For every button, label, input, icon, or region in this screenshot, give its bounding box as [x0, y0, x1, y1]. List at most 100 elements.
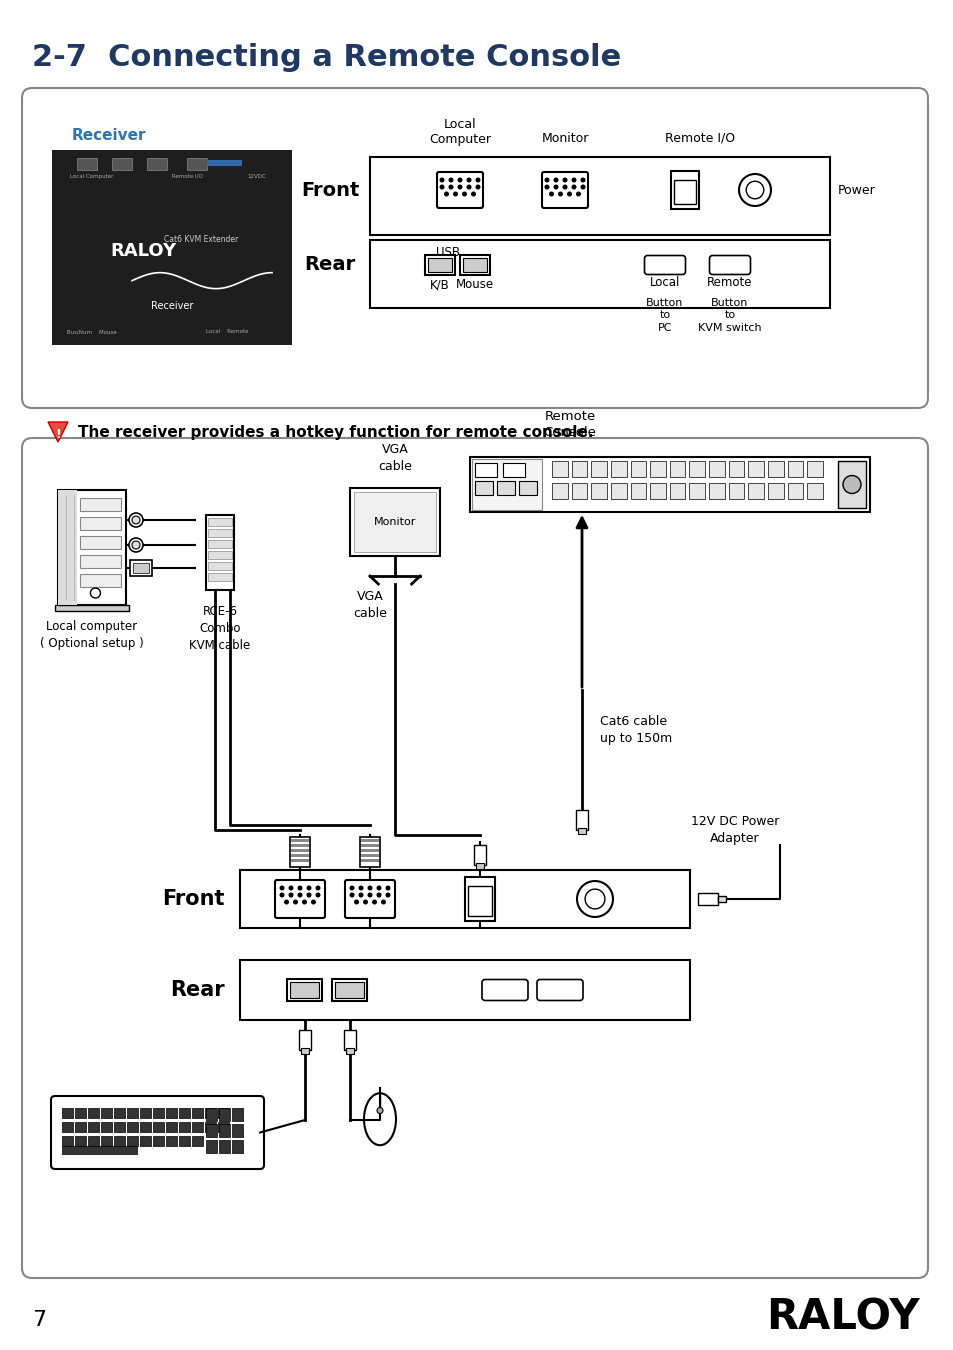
Text: Front: Front [162, 890, 225, 909]
Bar [208, 529, 232, 537]
Bar [669, 460, 685, 477]
Text: 12V DC Power
Adapter: 12V DC Power Adapter [690, 815, 779, 845]
Bar [179, 1135, 190, 1146]
Bar [370, 240, 829, 308]
Bar [218, 1122, 229, 1133]
Bar [708, 483, 724, 499]
Bar [80, 536, 120, 549]
FancyBboxPatch shape [709, 255, 750, 274]
Bar [346, 1048, 354, 1054]
Bar [673, 180, 696, 204]
Bar [354, 491, 436, 552]
Bar [113, 1135, 125, 1146]
Bar [75, 1108, 86, 1118]
Text: Local Computer: Local Computer [71, 174, 113, 180]
Bar [767, 460, 783, 477]
Bar [101, 1122, 112, 1133]
Bar [62, 1122, 73, 1133]
Bar [140, 1122, 151, 1133]
Circle shape [449, 178, 453, 182]
Text: Monitor: Monitor [540, 131, 588, 144]
Circle shape [386, 886, 390, 890]
Text: Button
to
PC: Button to PC [645, 298, 683, 333]
Bar [333, 979, 367, 1000]
Bar [291, 981, 319, 998]
Circle shape [302, 900, 306, 903]
Circle shape [132, 541, 140, 549]
Bar [140, 1135, 151, 1146]
Bar [166, 1108, 177, 1118]
Bar [708, 460, 724, 477]
Bar [205, 1108, 215, 1118]
Bar [298, 1030, 311, 1050]
Circle shape [298, 894, 301, 896]
Bar [88, 1108, 99, 1118]
Text: Remote: Remote [706, 277, 752, 289]
Text: RALOY: RALOY [765, 1297, 919, 1339]
Bar [192, 1135, 203, 1146]
Circle shape [315, 894, 319, 896]
Bar [335, 981, 364, 998]
Bar [206, 514, 233, 590]
Text: Mouse: Mouse [456, 278, 494, 292]
Circle shape [355, 900, 358, 903]
Bar [152, 1135, 164, 1146]
Text: Front: Front [300, 181, 359, 200]
Bar [127, 1122, 138, 1133]
Bar [88, 1122, 99, 1133]
FancyBboxPatch shape [51, 1096, 264, 1169]
Bar [497, 481, 515, 495]
Bar [748, 460, 763, 477]
Circle shape [376, 886, 380, 890]
Bar [728, 460, 743, 477]
Circle shape [584, 890, 604, 909]
Bar [179, 1122, 190, 1133]
Bar [208, 518, 232, 526]
Text: Local    Remote: Local Remote [206, 329, 248, 333]
Circle shape [386, 894, 390, 896]
Circle shape [449, 185, 453, 189]
Circle shape [280, 886, 283, 890]
Circle shape [132, 516, 140, 524]
Circle shape [444, 192, 448, 196]
FancyBboxPatch shape [274, 880, 325, 918]
Circle shape [544, 185, 548, 189]
Bar [360, 855, 378, 857]
Circle shape [376, 1107, 382, 1114]
Bar [179, 1108, 190, 1118]
Bar [88, 1135, 99, 1146]
Bar [591, 460, 606, 477]
Bar [689, 460, 704, 477]
Bar [475, 463, 497, 477]
Circle shape [280, 894, 283, 896]
Circle shape [554, 178, 558, 182]
Bar [610, 483, 626, 499]
Bar [147, 158, 167, 170]
Bar [80, 498, 120, 512]
Bar [669, 483, 685, 499]
FancyBboxPatch shape [537, 980, 582, 1000]
Circle shape [457, 185, 461, 189]
Bar [232, 1139, 243, 1153]
Bar [287, 979, 322, 1000]
Bar [650, 460, 665, 477]
Bar [468, 886, 492, 917]
Circle shape [284, 900, 288, 903]
Text: Local: Local [649, 277, 679, 289]
Bar [80, 555, 120, 568]
Bar [518, 481, 537, 495]
Bar [192, 1122, 203, 1133]
Circle shape [572, 178, 576, 182]
Circle shape [373, 900, 375, 903]
Bar [291, 859, 309, 863]
Bar [101, 1108, 112, 1118]
Bar [472, 459, 541, 510]
Circle shape [350, 894, 354, 896]
Text: Rear: Rear [171, 980, 225, 1000]
Bar [578, 828, 585, 834]
Circle shape [289, 894, 293, 896]
Bar [208, 572, 232, 580]
Text: Button
to
KVM switch: Button to KVM switch [698, 298, 761, 333]
Bar [101, 1135, 112, 1146]
Text: Remote I/O: Remote I/O [172, 174, 202, 180]
